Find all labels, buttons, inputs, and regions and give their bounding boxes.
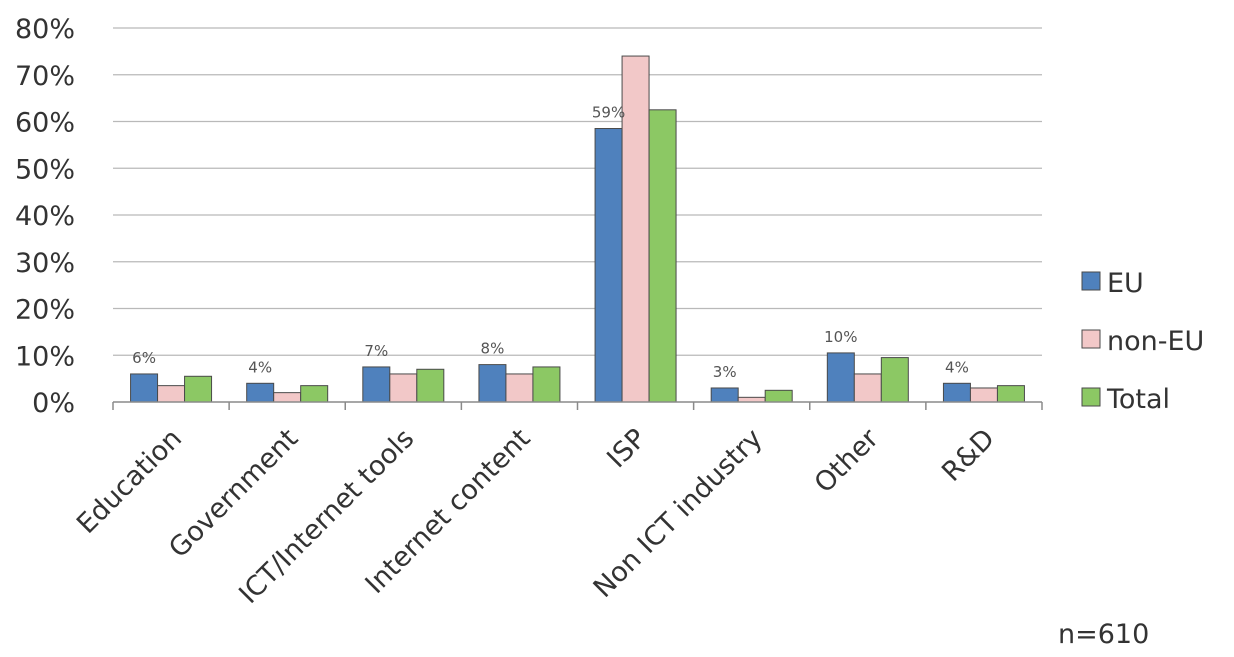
bar-total [184,375,213,403]
legend-label: non-EU [1107,326,1204,357]
legend-label: EU [1107,268,1144,299]
bar-eu [478,364,507,403]
bar-non-eu [505,373,534,403]
x-tick-label: ISP [601,423,652,474]
legend: EU non-EU Total [1081,268,1204,415]
data-labels: 6% 4% 7% 8% 59% 3% 10% 4% [132,104,969,381]
data-label: 4% [248,358,272,376]
bar-non-eu [389,373,418,403]
x-tick-label: R&D [936,423,1001,488]
bar-eu [130,373,159,403]
bar-non-eu [969,387,998,403]
bar-eu [362,366,391,403]
bar-total [300,385,329,403]
legend-swatch [1081,387,1101,407]
y-tick-label: 80% [15,14,75,45]
legend-swatch [1081,271,1101,291]
legend-label: Total [1106,384,1170,415]
y-tick-label: 10% [15,341,75,372]
bar-eu [246,382,275,403]
y-axis-ticks: 0% 10% 20% 30% 40% 50% 60% 70% 80% [15,14,75,419]
bar-non-eu [157,385,186,403]
bar-total [416,368,445,403]
data-label: 3% [713,363,737,381]
sample-size-note: n=610 [1058,619,1149,650]
y-tick-label: 20% [15,295,75,326]
x-tick-label: Education [71,423,188,540]
bar-eu [942,382,971,403]
bar-eu [594,128,623,403]
bar-total [996,385,1025,403]
y-tick-label: 0% [32,388,75,419]
bars [130,55,1025,403]
y-tick-label: 50% [15,154,75,185]
y-tick-label: 70% [15,61,75,92]
bar-non-eu [621,55,650,403]
y-tick-label: 60% [15,108,75,139]
y-tick-label: 40% [15,201,75,232]
bar-total [880,357,909,403]
y-tick-label: 30% [15,248,75,279]
data-label: 59% [592,104,625,122]
bar-total [764,389,793,403]
data-label: 8% [481,340,505,358]
data-label: 7% [364,342,388,360]
x-tick-label: Other [809,422,886,499]
x-axis [112,401,1043,410]
data-label: 6% [132,349,156,367]
bar-non-eu [273,392,302,403]
bar-total [648,109,677,403]
data-label: 4% [945,358,969,376]
legend-swatch [1081,329,1101,349]
bar-total [532,366,561,403]
bar-eu [826,352,855,403]
data-label: 10% [824,328,857,346]
gridlines [113,27,1042,356]
bar-non-eu [853,373,882,403]
bar-eu [710,387,739,403]
